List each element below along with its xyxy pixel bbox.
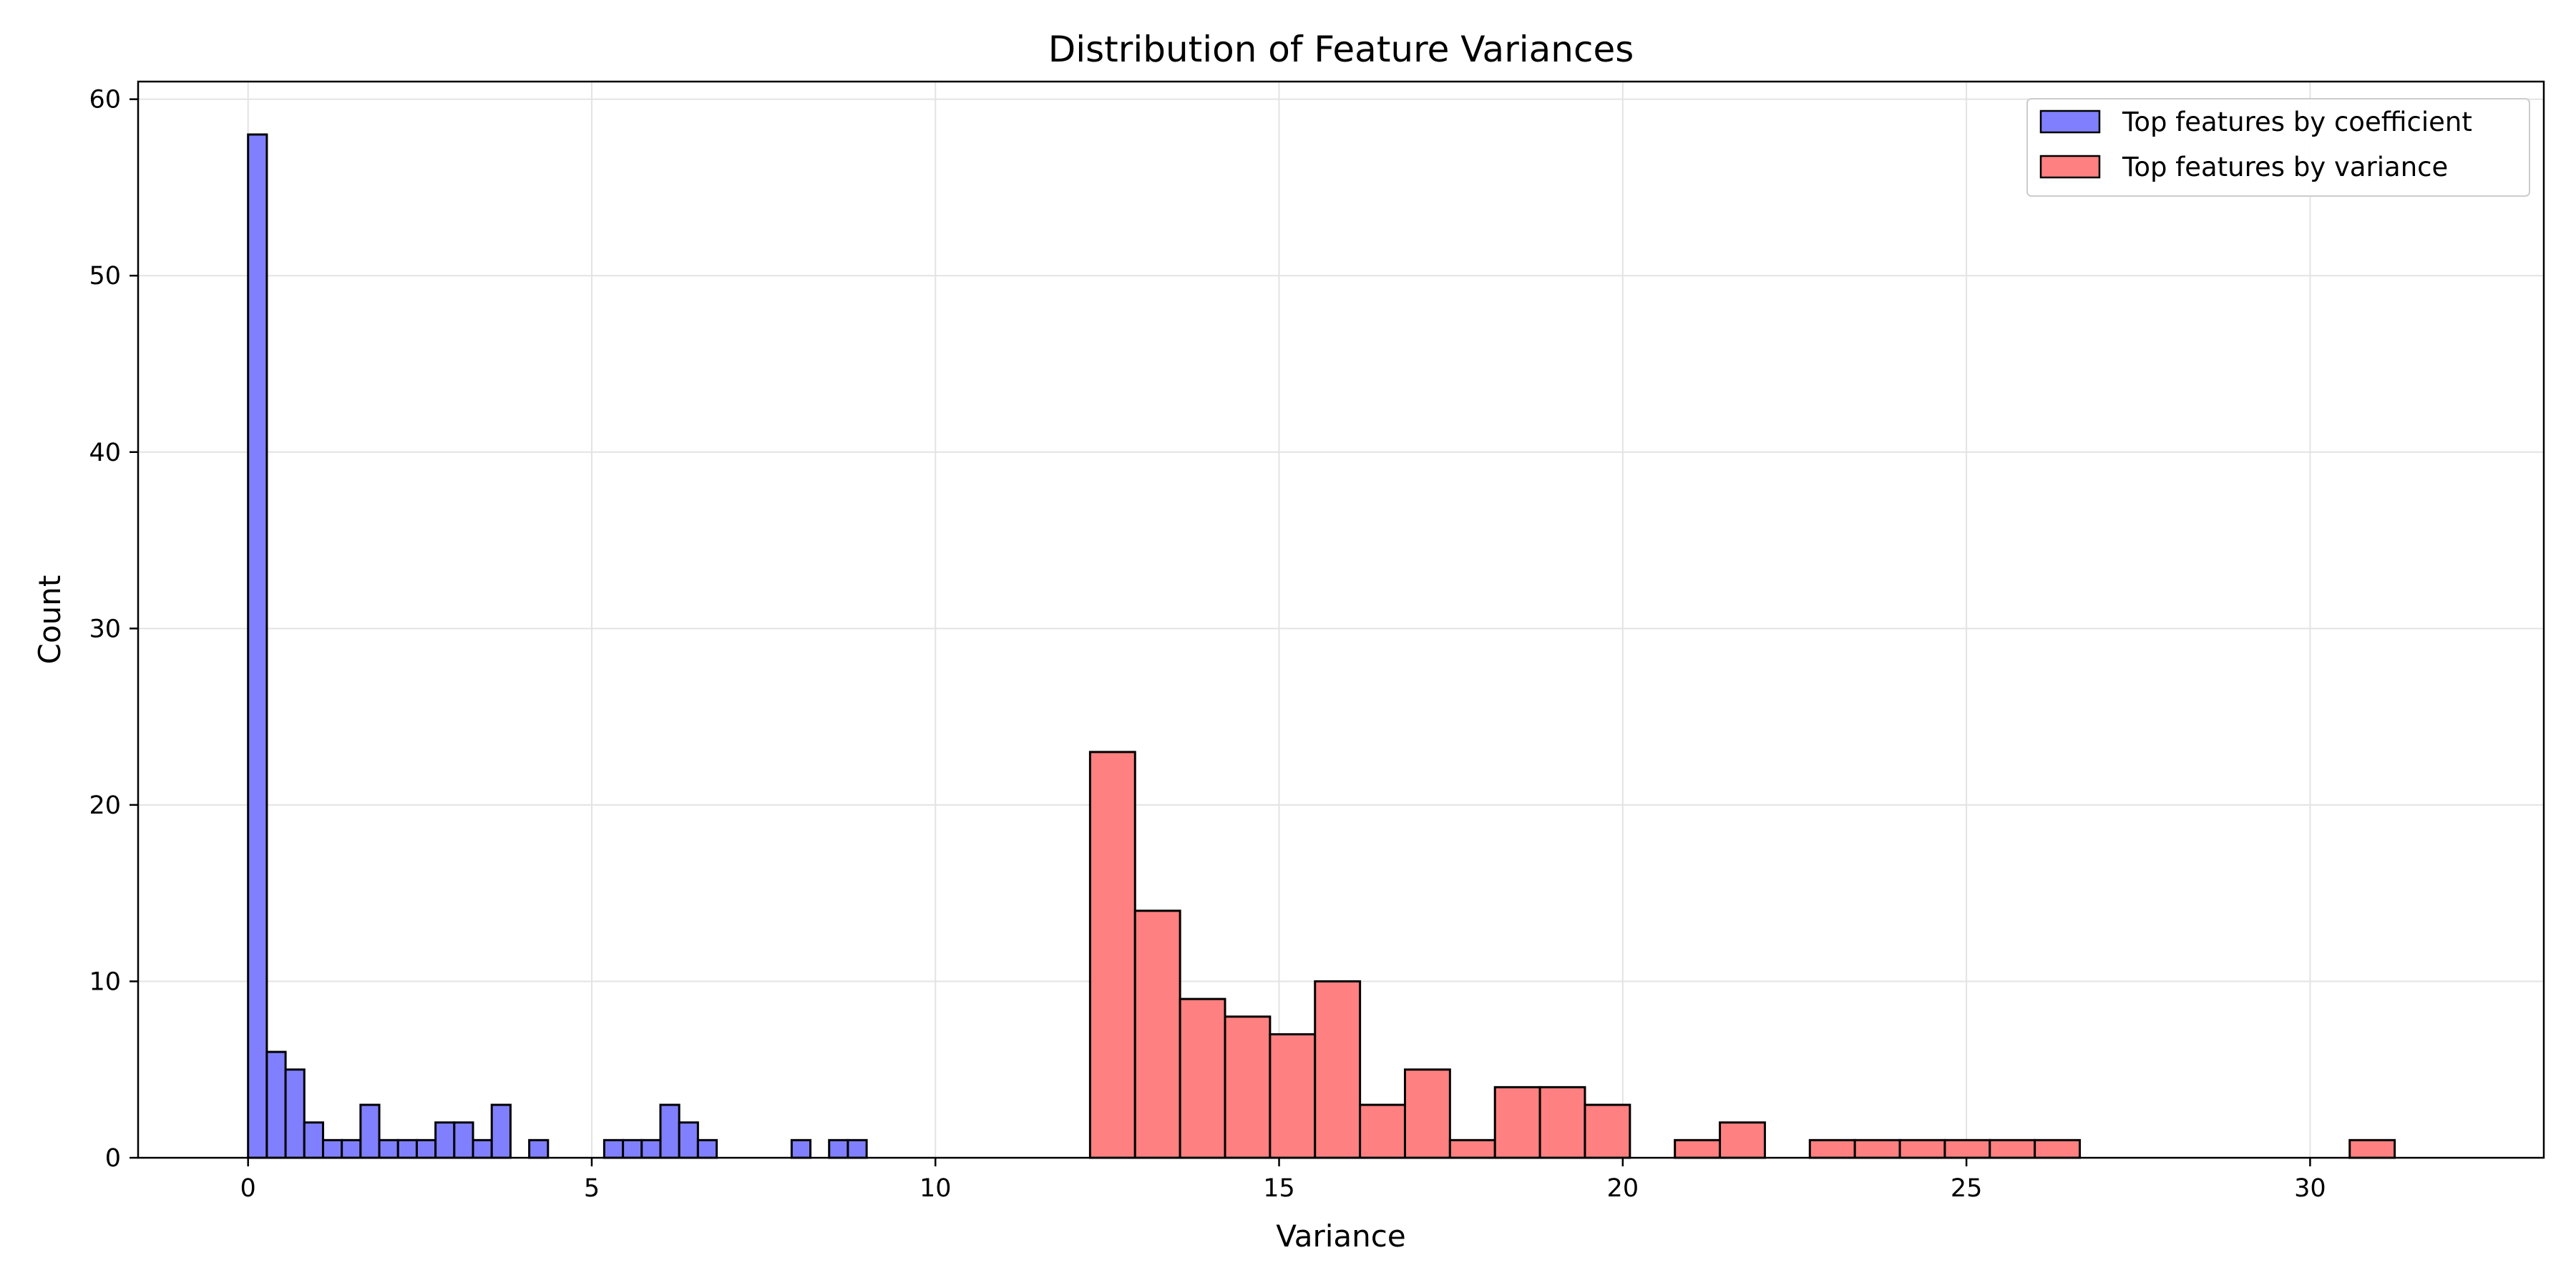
bar-variance bbox=[1269, 1033, 1317, 1159]
bar-variance bbox=[1133, 909, 1181, 1159]
bar-coefficient bbox=[828, 1138, 849, 1159]
x-tick-label: 15 bbox=[1263, 1174, 1295, 1203]
x-tick-label: 0 bbox=[240, 1174, 256, 1203]
bar-variance bbox=[1179, 997, 1226, 1159]
legend-label-variance: Top features by variance bbox=[2122, 152, 2448, 182]
bar-coefficient bbox=[678, 1121, 699, 1159]
bar-coefficient bbox=[359, 1103, 381, 1159]
histogram-bars bbox=[247, 133, 2396, 1159]
bar-variance bbox=[1224, 1015, 1272, 1159]
bar-coefficient bbox=[247, 133, 268, 1159]
bar-coefficient bbox=[490, 1103, 512, 1159]
bar-coefficient bbox=[472, 1138, 493, 1159]
bar-variance bbox=[1403, 1068, 1451, 1159]
x-axis-label: Variance bbox=[1276, 1219, 1405, 1254]
bar-variance bbox=[1493, 1085, 1541, 1159]
bar-variance bbox=[1584, 1103, 1631, 1159]
y-axis-label: Count bbox=[32, 575, 67, 665]
bar-variance bbox=[1538, 1085, 1586, 1159]
x-tick-label: 25 bbox=[1951, 1174, 1983, 1203]
bar-coefficient bbox=[265, 1050, 287, 1159]
x-axis-ticks: 0 5 10 15 20 25 30 bbox=[240, 1158, 2326, 1203]
bar-variance bbox=[1719, 1121, 1766, 1159]
y-tick-label: 30 bbox=[89, 615, 121, 643]
bar-coefficient bbox=[284, 1068, 306, 1159]
y-tick-label: 20 bbox=[89, 791, 121, 820]
y-tick-label: 40 bbox=[89, 439, 121, 467]
y-tick-label: 0 bbox=[105, 1144, 121, 1173]
bar-variance bbox=[1989, 1138, 2036, 1159]
bar-coefficient bbox=[378, 1138, 399, 1159]
x-tick-label: 20 bbox=[1607, 1174, 1639, 1203]
bar-coefficient bbox=[790, 1138, 812, 1159]
bar-variance bbox=[1314, 980, 1362, 1159]
y-tick-label: 10 bbox=[89, 967, 121, 996]
bar-variance bbox=[1943, 1138, 1991, 1159]
chart-title: Distribution of Feature Variances bbox=[1048, 29, 1634, 70]
bar-coefficient bbox=[528, 1138, 550, 1159]
bar-coefficient bbox=[341, 1138, 362, 1159]
bar-coefficient bbox=[434, 1121, 456, 1159]
bar-coefficient bbox=[847, 1138, 868, 1159]
legend-swatch-coefficient bbox=[2039, 109, 2101, 134]
bar-coefficient bbox=[602, 1138, 625, 1159]
x-tick-label: 5 bbox=[584, 1174, 600, 1203]
bar-variance bbox=[2034, 1138, 2082, 1159]
x-tick-label: 10 bbox=[919, 1174, 952, 1203]
bar-variance bbox=[1359, 1103, 1406, 1159]
bar-coefficient bbox=[415, 1138, 437, 1159]
bar-coefficient bbox=[321, 1138, 343, 1159]
y-tick-label: 50 bbox=[89, 262, 121, 291]
bar-variance bbox=[2348, 1138, 2396, 1159]
bar-coefficient bbox=[640, 1138, 662, 1159]
bar-variance bbox=[1898, 1138, 1946, 1159]
bar-variance bbox=[1448, 1138, 1496, 1159]
bar-coefficient bbox=[659, 1103, 680, 1159]
bar-coefficient bbox=[453, 1121, 474, 1159]
bar-coefficient bbox=[303, 1121, 324, 1159]
x-tick-label: 30 bbox=[2294, 1174, 2326, 1203]
legend-box bbox=[2026, 98, 2530, 197]
bar-coefficient bbox=[622, 1138, 643, 1159]
legend: Top features by coefficient Top features… bbox=[2026, 98, 2530, 197]
bar-variance bbox=[1853, 1138, 1901, 1159]
bar-variance bbox=[1674, 1138, 1722, 1159]
bar-coefficient bbox=[696, 1138, 718, 1159]
plot-frame bbox=[137, 80, 2545, 1159]
y-axis-ticks: 0 10 20 30 40 50 60 bbox=[89, 86, 138, 1173]
y-tick-label: 60 bbox=[89, 86, 121, 114]
bar-coefficient bbox=[396, 1138, 418, 1159]
legend-label-coefficient: Top features by coefficient bbox=[2122, 107, 2472, 137]
bar-variance bbox=[1808, 1138, 1856, 1159]
legend-swatch-variance bbox=[2039, 155, 2101, 179]
bar-variance bbox=[1088, 751, 1136, 1159]
